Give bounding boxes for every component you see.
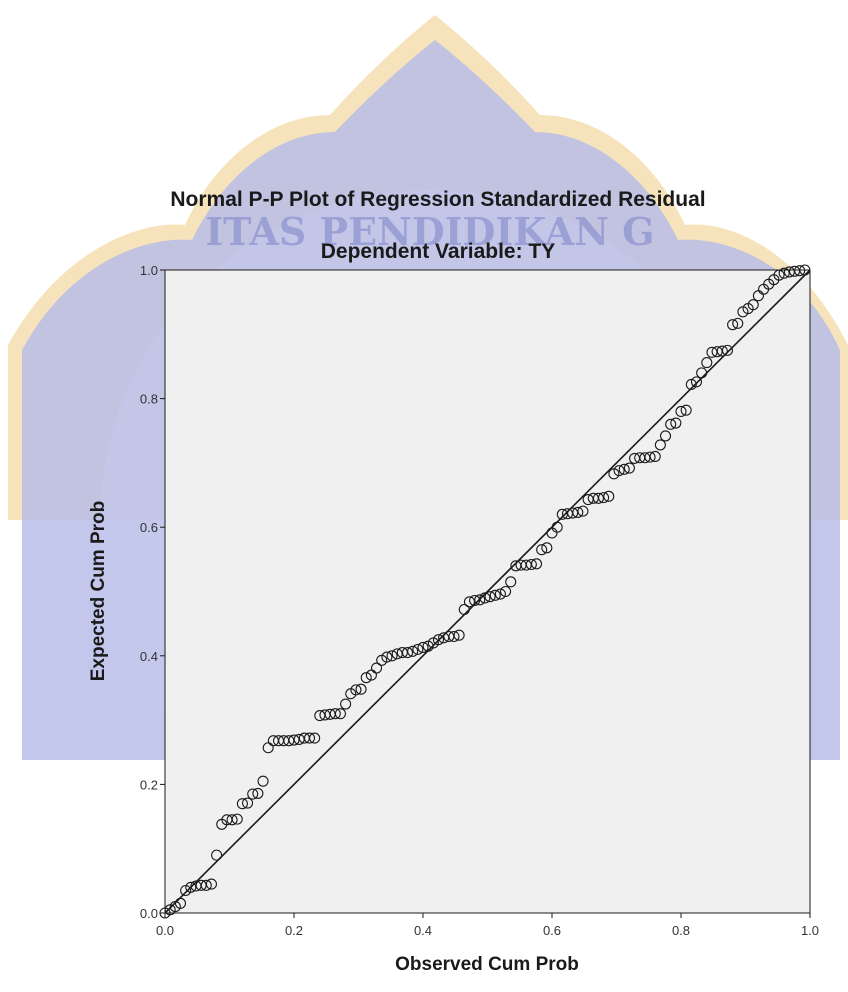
y-tick-label: 0.8	[140, 392, 158, 407]
data-point	[371, 662, 383, 674]
data-point	[448, 630, 460, 643]
data-point	[670, 417, 682, 429]
data-point	[417, 641, 429, 653]
data-point	[329, 708, 341, 720]
data-point	[701, 357, 713, 369]
data-point	[185, 881, 197, 893]
data-point	[381, 651, 393, 663]
data-point	[205, 878, 217, 890]
data-point	[727, 319, 739, 331]
data-point	[500, 585, 512, 598]
x-tick-label: 0.6	[543, 923, 561, 938]
chart-title: Normal P-P Plot of Regression Standardiz…	[170, 188, 705, 211]
y-tick-label: 0.2	[140, 777, 158, 792]
y-tick-label: 0.4	[140, 649, 158, 664]
data-point	[572, 506, 584, 518]
data-point	[247, 788, 259, 800]
data-point	[716, 345, 728, 357]
data-point	[613, 465, 625, 477]
data-point	[386, 650, 398, 662]
data-point	[469, 594, 481, 607]
y-tick-label: 0.6	[140, 520, 158, 535]
chart-subtitle: Dependent Variable: TY	[321, 240, 556, 263]
data-point	[696, 367, 708, 379]
data-point	[453, 629, 465, 641]
data-point	[598, 492, 610, 504]
seal-lettering: ITAS PENDIDIKAN G	[205, 209, 654, 254]
data-point	[675, 405, 687, 418]
data-point	[407, 645, 419, 657]
data-point	[303, 732, 316, 744]
data-point	[732, 317, 744, 329]
x-tick-label: 1.0	[801, 923, 819, 938]
data-point	[654, 439, 666, 451]
data-point	[649, 450, 661, 463]
data-point	[794, 265, 806, 277]
y-tick-label: 0.0	[140, 906, 158, 921]
data-point	[721, 344, 733, 356]
y-axis-title: Expected Cum Prob	[88, 501, 109, 682]
data-points	[159, 264, 811, 919]
data-point	[288, 734, 300, 746]
data-point	[494, 588, 506, 600]
data-point	[747, 299, 759, 311]
data-point	[463, 596, 475, 608]
data-point	[603, 490, 615, 502]
x-axis-title: Observed Cum Prob	[395, 954, 579, 975]
data-point	[536, 544, 548, 556]
data-point	[644, 451, 656, 463]
data-point	[690, 376, 703, 388]
axis-ticks: 0.0 0.2 0.4 0.6 0.8 1.0 0.0 0.2 0.4 0.6 0.8 1.0	[140, 263, 819, 938]
data-point	[484, 591, 496, 603]
data-point	[432, 634, 445, 646]
data-point	[360, 672, 372, 684]
data-point	[236, 798, 248, 810]
x-tick-label: 0.2	[285, 923, 303, 938]
data-point	[226, 814, 238, 826]
data-point	[659, 430, 672, 442]
data-point	[530, 558, 543, 570]
data-point	[773, 269, 785, 281]
x-tick-label: 0.4	[414, 923, 432, 938]
data-point	[340, 698, 352, 710]
y-tick-label: 1.0	[140, 263, 158, 278]
data-point	[355, 683, 367, 695]
data-point	[242, 797, 254, 809]
data-point	[211, 849, 223, 861]
data-point	[505, 576, 517, 588]
data-point	[231, 813, 243, 825]
data-point	[489, 589, 501, 601]
data-point	[685, 378, 697, 391]
data-point	[252, 787, 264, 799]
data-point	[592, 492, 604, 504]
data-point	[567, 507, 579, 519]
data-point	[309, 732, 321, 744]
data-point	[174, 897, 187, 909]
data-point	[257, 775, 269, 787]
x-tick-label: 0.0	[156, 923, 174, 938]
data-point	[200, 879, 212, 891]
data-point	[680, 404, 692, 416]
data-point	[577, 505, 589, 517]
data-point	[262, 742, 274, 754]
data-point	[412, 643, 424, 655]
data-point	[623, 462, 635, 474]
data-point	[799, 264, 811, 276]
data-point	[479, 592, 491, 604]
data-point	[525, 558, 537, 571]
data-point	[365, 669, 377, 681]
x-tick-label: 0.8	[672, 923, 690, 938]
data-point	[541, 542, 553, 554]
reference-line	[164, 269, 811, 914]
data-point	[458, 603, 470, 616]
data-point	[401, 647, 414, 659]
data-point	[778, 267, 790, 279]
data-point	[665, 418, 677, 430]
data-point	[474, 594, 486, 606]
data-point	[551, 521, 563, 533]
data-point	[350, 684, 362, 696]
data-point	[334, 708, 346, 720]
data-point	[618, 463, 630, 475]
